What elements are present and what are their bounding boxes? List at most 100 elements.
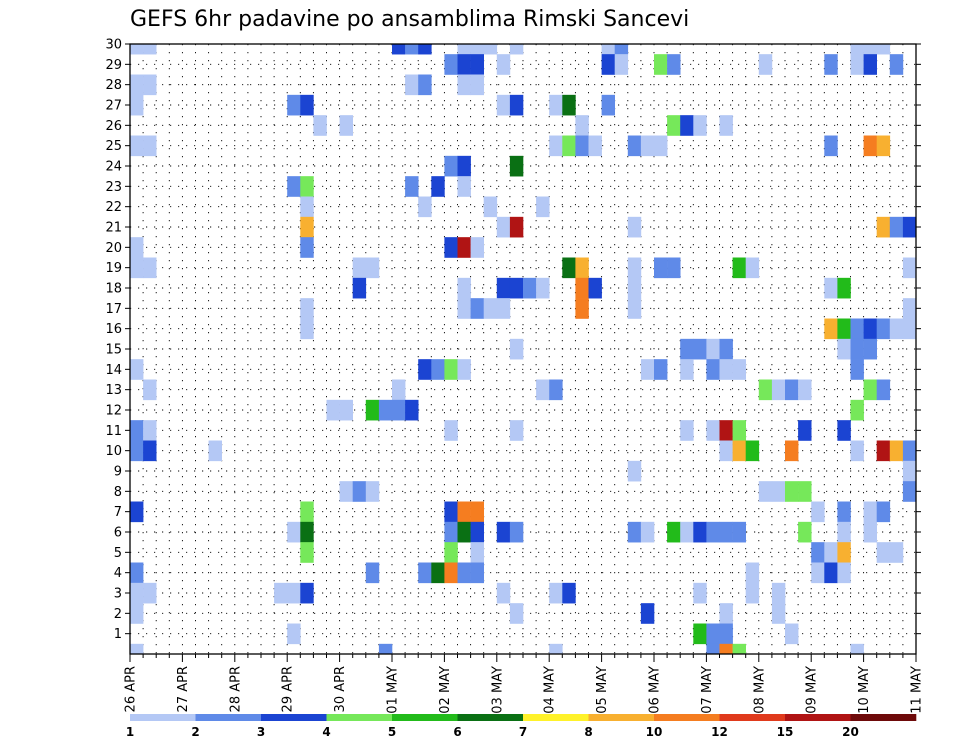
precip-cell bbox=[732, 521, 746, 543]
y-tick-label: 19 bbox=[105, 261, 122, 276]
precip-cell bbox=[837, 338, 851, 360]
precip-cell bbox=[457, 277, 471, 299]
x-tick-label: 30 APR bbox=[333, 666, 348, 712]
precip-cell bbox=[732, 359, 746, 380]
precip-cell bbox=[130, 237, 144, 258]
y-tick-label: 15 bbox=[105, 343, 122, 358]
precip-cell bbox=[509, 277, 524, 299]
precip-cell bbox=[876, 318, 891, 340]
x-tick-label: 07 MAY bbox=[700, 666, 715, 714]
precip-cell bbox=[667, 54, 681, 75]
precip-cell bbox=[798, 521, 812, 543]
x-tick-label: 03 MAY bbox=[490, 666, 505, 714]
precip-cell bbox=[274, 582, 288, 604]
x-tick-label: 01 MAY bbox=[386, 666, 401, 714]
colorbar-label: 12 bbox=[711, 725, 728, 739]
precip-cell bbox=[850, 318, 864, 340]
precip-cell bbox=[300, 582, 314, 604]
precip-cell bbox=[143, 420, 157, 441]
precip-cell bbox=[850, 643, 864, 655]
precip-cell bbox=[444, 54, 458, 75]
colorbar-label: 1 bbox=[126, 725, 134, 739]
precip-cell bbox=[824, 542, 838, 563]
colorbar-label: 7 bbox=[519, 725, 527, 739]
precip-cell bbox=[562, 257, 576, 279]
y-tick-label: 29 bbox=[105, 58, 122, 73]
precip-cell bbox=[130, 501, 144, 523]
precip-cell bbox=[470, 542, 484, 563]
y-tick-label: 6 bbox=[114, 526, 122, 541]
precip-cell bbox=[457, 298, 471, 319]
precip-cell bbox=[418, 196, 432, 218]
precip-cell bbox=[300, 318, 314, 340]
precip-cell bbox=[798, 420, 812, 441]
precip-cell bbox=[614, 44, 629, 55]
colorbar-label: 2 bbox=[191, 725, 199, 739]
precip-cell bbox=[706, 521, 720, 543]
x-tick-label: 29 APR bbox=[281, 666, 296, 712]
precip-cell bbox=[549, 643, 563, 655]
precip-cell bbox=[130, 440, 144, 462]
x-tick-label: 06 MAY bbox=[648, 666, 663, 714]
precip-cell bbox=[457, 176, 471, 197]
precip-cell bbox=[876, 44, 891, 55]
precip-cell bbox=[889, 318, 904, 340]
y-tick-label: 2 bbox=[114, 607, 122, 622]
precip-cell bbox=[378, 399, 393, 421]
precip-cell bbox=[811, 501, 825, 523]
precip-cell bbox=[706, 359, 720, 380]
colorbar-swatch bbox=[785, 714, 851, 721]
precip-cell bbox=[143, 440, 157, 462]
colorbar-swatch bbox=[195, 714, 262, 721]
precip-cell bbox=[287, 94, 301, 116]
y-tick-label: 21 bbox=[105, 221, 122, 236]
precip-cell bbox=[706, 623, 720, 645]
precip-cell bbox=[509, 603, 524, 624]
precip-cell bbox=[365, 481, 380, 502]
precip-cell bbox=[902, 257, 917, 279]
precip-cell bbox=[470, 44, 484, 55]
precip-cell bbox=[392, 379, 406, 401]
precip-cell bbox=[876, 135, 891, 157]
precip-cell bbox=[863, 318, 877, 340]
colorbar-swatch bbox=[523, 714, 589, 721]
precip-cell bbox=[771, 481, 786, 502]
precip-cell bbox=[850, 440, 864, 462]
precip-cell bbox=[719, 115, 733, 136]
precip-cell bbox=[339, 481, 353, 502]
precip-cell bbox=[483, 44, 498, 55]
precip-cell bbox=[575, 298, 589, 319]
precip-cell bbox=[863, 338, 877, 360]
y-tick-label: 14 bbox=[105, 363, 122, 378]
colorbar-swatch bbox=[588, 714, 655, 721]
precip-cell bbox=[837, 318, 851, 340]
precip-cell bbox=[457, 359, 471, 380]
colorbar-label: 4 bbox=[322, 725, 330, 739]
precip-cell bbox=[876, 379, 891, 401]
y-tick-label: 7 bbox=[114, 505, 122, 520]
precip-cell bbox=[889, 542, 904, 563]
precip-cell bbox=[405, 44, 419, 55]
precip-cell bbox=[130, 135, 144, 157]
precip-cell bbox=[326, 399, 340, 421]
precip-cell bbox=[470, 298, 484, 319]
precip-cell bbox=[457, 501, 471, 523]
precip-cell bbox=[378, 643, 393, 655]
precip-cell bbox=[640, 603, 655, 624]
precip-cell bbox=[339, 399, 353, 421]
precip-cell bbox=[811, 562, 825, 584]
precip-cell bbox=[300, 237, 314, 258]
precip-cell bbox=[719, 603, 733, 624]
precip-cell bbox=[549, 582, 563, 604]
precip-cell bbox=[902, 481, 917, 502]
precip-cell bbox=[732, 420, 746, 441]
precip-cell bbox=[667, 115, 681, 136]
precip-cell bbox=[693, 338, 707, 360]
precip-cell bbox=[745, 257, 760, 279]
colorbar-label: 5 bbox=[388, 725, 396, 739]
precip-cell bbox=[876, 501, 891, 523]
precip-cell bbox=[863, 521, 877, 543]
precip-cell bbox=[627, 216, 642, 238]
precip-cell bbox=[785, 623, 799, 645]
